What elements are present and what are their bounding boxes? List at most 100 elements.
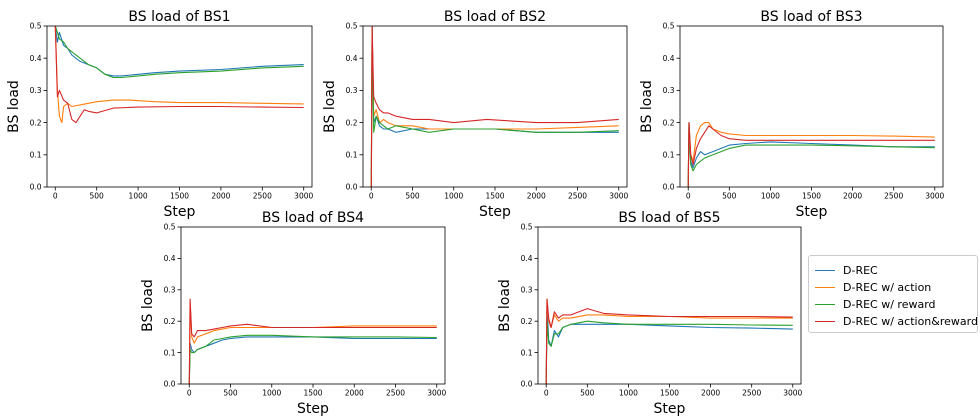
y-axis-label: BS load	[140, 279, 156, 332]
axes-frame	[180, 226, 446, 385]
legend-item-d-rec: D-REC	[815, 262, 878, 278]
chart-panel-bs3: 0 500 1000 1500 2000 2500 3000 0.0 0.1 0.2 0.3 0.4 0…	[639, 9, 945, 220]
series-line	[545, 298, 793, 384]
x-tick-label: 1500	[170, 192, 189, 201]
series-line	[54, 26, 304, 79]
y-tick-label: 0.1	[164, 348, 176, 357]
y-tick-label: 0.0	[346, 183, 358, 192]
legend-item-d-rec-action-reward: D-REC w/ action&reward	[815, 313, 978, 329]
series-group	[687, 122, 935, 187]
legend: D-REC D-REC w/ action D-REC w/ reward D-…	[808, 255, 978, 333]
chart-title: BS load of BS1	[128, 9, 230, 25]
x-tick-label: 1500	[303, 389, 322, 398]
y-tick-label: 0.5	[30, 22, 42, 31]
x-tick-label: 2000	[527, 192, 546, 201]
y-tick-label: 0.1	[346, 151, 358, 160]
y-tick-label: 0.0	[164, 380, 176, 389]
y-tick-label: 0.4	[346, 54, 358, 63]
series-line	[687, 122, 935, 187]
x-tick-label: 3000	[609, 192, 628, 201]
x-tick-label: 0	[544, 389, 549, 398]
x-tick-label: 2000	[211, 192, 230, 201]
chart-title: BS load of BS5	[618, 210, 720, 226]
series-line	[188, 336, 437, 384]
x-tick-label: 500	[580, 389, 595, 398]
x-tick-label: 500	[405, 192, 420, 201]
y-tick-label: 0.2	[164, 317, 176, 326]
y-axis-label: BS load	[639, 80, 655, 133]
x-tick-label: 2000	[843, 192, 862, 201]
x-tick-label: 3000	[925, 192, 944, 201]
series-group	[545, 298, 793, 384]
y-tick-label: 0.4	[164, 254, 176, 263]
chart-title: BS load of BS3	[760, 9, 862, 25]
x-tick-label: 3000	[783, 389, 802, 398]
y-tick-label: 0.2	[521, 317, 533, 326]
series-line	[188, 301, 437, 384]
x-tick-label: 1000	[129, 192, 148, 201]
y-tick-label: 0.5	[346, 22, 358, 31]
x-tick-label: 3000	[294, 192, 313, 201]
series-group	[370, 26, 619, 187]
y-tick-label: 0.4	[521, 254, 533, 263]
y-tick-label: 0.0	[663, 183, 675, 192]
legend-swatch-d-rec-reward	[815, 303, 835, 305]
chart-title: BS load of BS4	[262, 210, 364, 226]
y-tick-label: 0.2	[346, 118, 358, 127]
x-tick-label: 1000	[444, 192, 463, 201]
x-tick-label: 500	[722, 192, 737, 201]
x-tick-label: 1500	[660, 389, 679, 398]
x-tick-label: 2500	[884, 192, 903, 201]
y-tick-label: 0.3	[164, 286, 176, 295]
chart-panel-bs5: 0 500 1000 1500 2000 2500 3000 0.0 0.1 0.2 0.3 0.4 0…	[497, 210, 803, 417]
y-tick-label: 0.1	[663, 151, 675, 160]
x-tick-label: 2000	[701, 389, 720, 398]
legend-label: D-REC w/ action	[843, 280, 932, 294]
y-tick-label: 0.5	[663, 22, 675, 31]
y-axis-label: BS load	[6, 80, 22, 133]
y-tick-label: 0.3	[30, 86, 42, 95]
series-line	[188, 298, 437, 384]
series-line	[370, 26, 619, 187]
x-tick-label: 2500	[742, 389, 761, 398]
x-axis-label: Step	[796, 204, 828, 220]
legend-swatch-d-rec-action	[815, 286, 835, 288]
series-line	[545, 298, 793, 384]
x-tick-label: 3000	[427, 389, 446, 398]
y-tick-label: 0.0	[30, 183, 42, 192]
x-tick-label: 0	[686, 192, 691, 201]
y-tick-label: 0.5	[164, 223, 176, 232]
series-line	[370, 26, 619, 187]
series-line	[370, 26, 619, 187]
x-tick-label: 1000	[761, 192, 780, 201]
chart-panel-bs4: 0 500 1000 1500 2000 2500 3000 0.0 0.1 0.2 0.3 0.4 0…	[140, 210, 447, 417]
x-tick-label: 0	[187, 389, 192, 398]
axes-frame	[679, 25, 944, 188]
y-axis-label: BS load	[497, 279, 513, 332]
y-tick-label: 0.0	[521, 380, 533, 389]
y-tick-label: 0.3	[346, 86, 358, 95]
y-tick-label: 0.4	[663, 54, 675, 63]
x-tick-label: 0	[369, 192, 374, 201]
legend-label: D-REC	[843, 263, 878, 277]
x-tick-label: 1500	[802, 192, 821, 201]
series-group	[188, 298, 437, 384]
chart-panel-bs1: 0 500 1000 1500 2000 2500 3000 0.0 0.1 0.2 0.3 0.4 0…	[6, 9, 313, 220]
series-line	[687, 122, 935, 187]
series-line	[54, 26, 304, 124]
series-line	[687, 122, 935, 187]
legend-swatch-d-rec	[815, 269, 835, 271]
series-line	[188, 334, 437, 384]
x-tick-label: 2500	[386, 389, 405, 398]
x-axis-label: Step	[164, 204, 196, 220]
legend-label: D-REC w/ action&reward	[843, 314, 978, 328]
x-axis-label: Step	[654, 401, 686, 417]
x-tick-label: 500	[223, 389, 238, 398]
legend-label: D-REC w/ reward	[843, 297, 936, 311]
series-line	[54, 26, 304, 124]
series-group	[54, 26, 304, 124]
x-tick-label: 500	[90, 192, 105, 201]
x-tick-label: 2500	[568, 192, 587, 201]
y-tick-label: 0.1	[30, 151, 42, 160]
